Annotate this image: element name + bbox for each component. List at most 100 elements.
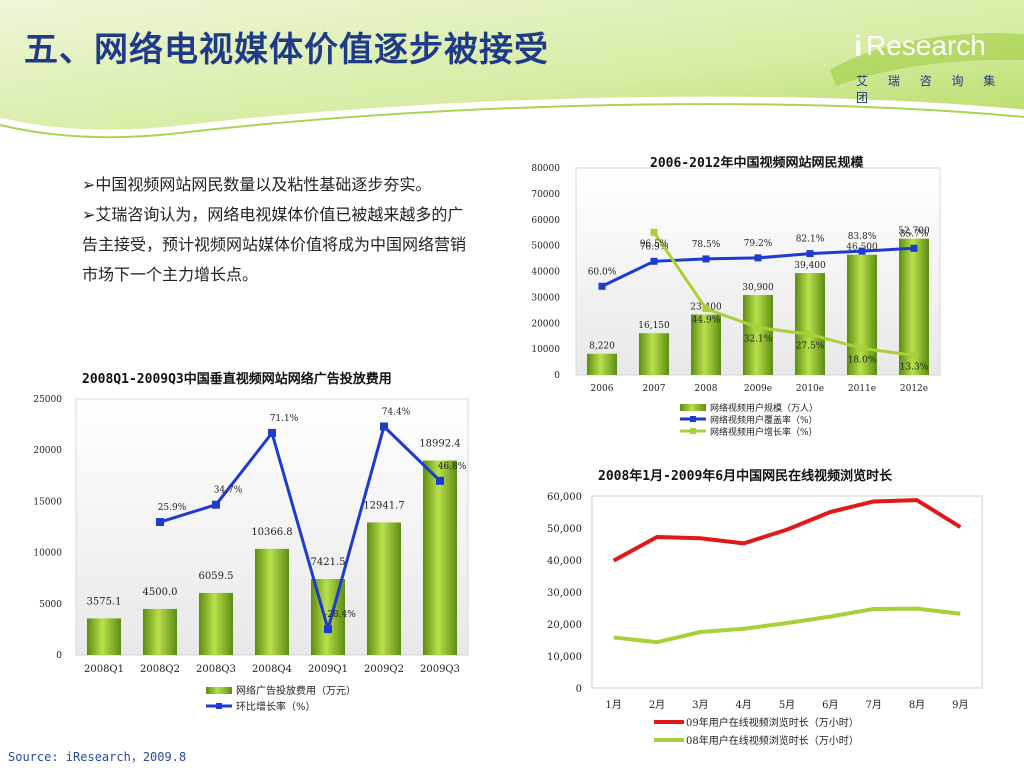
point-label: 32.1% <box>744 335 773 345</box>
x-tick-label: 8月 <box>909 699 925 711</box>
users-chart: 0 10000 20000 30000 40000 50000 60000 70000 8000… <box>531 164 941 438</box>
bar <box>691 314 721 375</box>
series-marker <box>380 422 388 431</box>
x-tick-label: 4月 <box>735 699 751 711</box>
x-tick-label: 2011e <box>848 384 876 394</box>
point-label: 85.7% <box>900 229 929 239</box>
legend-label: 网络视频用户规模（万人） <box>710 402 818 414</box>
x-tick-label: 2009Q1 <box>308 664 348 675</box>
y-tick-label: 15000 <box>33 497 62 507</box>
bar <box>143 608 177 655</box>
legend-label: 网络视频用户增长率（%） <box>710 426 818 438</box>
bar <box>87 618 121 655</box>
legend-label: 网络广告投放费用（万元） <box>236 684 356 697</box>
legend-label: 网络视频用户覆盖率（%） <box>710 414 818 426</box>
y-tick-label: 10000 <box>33 549 62 559</box>
y-tick-label: 80000 <box>531 164 560 174</box>
x-tick-label: 2010e <box>796 384 824 394</box>
series-marker <box>598 282 606 290</box>
y-tick-label: 10000 <box>531 345 560 355</box>
point-label: 60.0% <box>588 267 617 277</box>
legend-marker <box>690 416 696 422</box>
bullet-list: ➢中国视频网站网民数量以及粘性基础逐步夯实。 ➢艾瑞咨询认为，网络电视媒体价值已… <box>82 170 468 290</box>
point-label: 34.7% <box>214 486 243 496</box>
bar <box>639 333 669 375</box>
point-label: 18.0% <box>848 355 877 365</box>
y-tick-label: 40,000 <box>547 556 582 567</box>
y-tick-label: 5000 <box>39 600 62 610</box>
series-marker <box>754 254 762 262</box>
y-tick-label: 25000 <box>33 395 62 405</box>
point-label: 74.4% <box>382 408 411 418</box>
legend-label: 08年用户在线视频浏览时长（万小时） <box>686 734 859 747</box>
x-tick-label: 2008 <box>695 384 718 394</box>
bar <box>255 548 289 655</box>
series-line <box>159 423 442 635</box>
legend-label: 环比增长率（%） <box>236 700 316 713</box>
bar-value-label: 16,150 <box>638 321 670 331</box>
bar <box>847 254 877 375</box>
bar <box>199 592 233 655</box>
viewing-time-chart: 0 10,000 20,000 30,000 40,000 50,000 60,000 1月 2… <box>547 492 983 747</box>
plot-area <box>591 495 983 689</box>
bar <box>743 295 773 375</box>
chart2-title: 2008Q1-2009Q3中国垂直视频网站网络广告投放费用 <box>82 372 392 387</box>
y-tick-label: 50,000 <box>547 524 582 535</box>
series-marker <box>212 500 220 509</box>
series-marker <box>650 257 658 265</box>
logo-subtitle: 艾 瑞 咨 询 集 团 <box>856 74 1004 105</box>
bar <box>423 460 457 655</box>
ad-spend-chart: 0 5000 10000 15000 20000 25000 3575.1 2008Q1 450… <box>33 395 469 713</box>
x-tick-label: 2006 <box>591 384 614 394</box>
y-tick-label: 60,000 <box>547 492 582 503</box>
x-tick-label: 2008Q1 <box>84 664 124 675</box>
x-tick-label: 6月 <box>822 699 838 711</box>
series-marker <box>910 351 918 359</box>
x-tick-label: 2008Q2 <box>140 664 180 675</box>
source-note: Source: iResearch，2009.8 <box>8 750 187 764</box>
bar-value-label: 18992.4 <box>419 439 460 450</box>
bullet-1: ➢中国视频网站网民数量以及粘性基础逐步夯实。 <box>82 175 432 194</box>
bar-value-label: 39,400 <box>794 261 826 271</box>
x-tick-label: 2012e <box>900 384 928 394</box>
y-tick-label: 40000 <box>531 268 560 278</box>
x-tick-label: 5月 <box>779 699 795 711</box>
series-line <box>652 231 915 357</box>
series-marker <box>156 518 164 527</box>
y-tick-label: 30,000 <box>547 588 582 599</box>
x-tick-label: 2009e <box>744 384 772 394</box>
y-tick-label: 30000 <box>531 293 560 303</box>
point-label: 83.8% <box>848 232 877 242</box>
legend-swatch <box>206 687 232 694</box>
series-marker <box>324 625 332 634</box>
y-tick-label: 60000 <box>531 216 560 226</box>
y-tick-label: 0 <box>554 371 560 381</box>
y-tick-label: 20,000 <box>547 620 582 631</box>
chart1-title: 2006-2012年中国视频网站网民规模 <box>650 156 864 171</box>
bar-value-label: 52,700 <box>898 227 930 237</box>
series-marker <box>858 344 866 352</box>
point-label: 27.5% <box>796 341 825 351</box>
x-tick-label: 9月 <box>952 699 968 711</box>
legend-marker <box>690 428 696 434</box>
series-marker <box>650 228 658 236</box>
series-marker <box>910 244 918 252</box>
point-label: 71.1% <box>270 414 299 424</box>
logo-i: i <box>854 30 863 63</box>
series-marker <box>754 324 762 332</box>
y-tick-label: 20000 <box>531 319 560 329</box>
legend-marker <box>216 703 222 709</box>
y-tick-label: 20000 <box>33 446 62 456</box>
x-tick-label: 2009Q2 <box>364 664 404 675</box>
point-label: 78.5% <box>692 240 721 250</box>
chart3-title: 2008年1月-2009年6月中国网民在线视频浏览时长 <box>598 469 893 484</box>
bar <box>367 522 401 655</box>
header-background <box>0 0 1024 139</box>
series-marker <box>806 330 814 338</box>
x-tick-label: 3月 <box>692 699 708 711</box>
x-tick-label: 2月 <box>649 699 665 711</box>
point-label: 25.9% <box>158 503 187 513</box>
point-label: 46.8% <box>438 462 467 472</box>
series-marker <box>858 247 866 255</box>
point-label: 44.9% <box>692 316 721 326</box>
